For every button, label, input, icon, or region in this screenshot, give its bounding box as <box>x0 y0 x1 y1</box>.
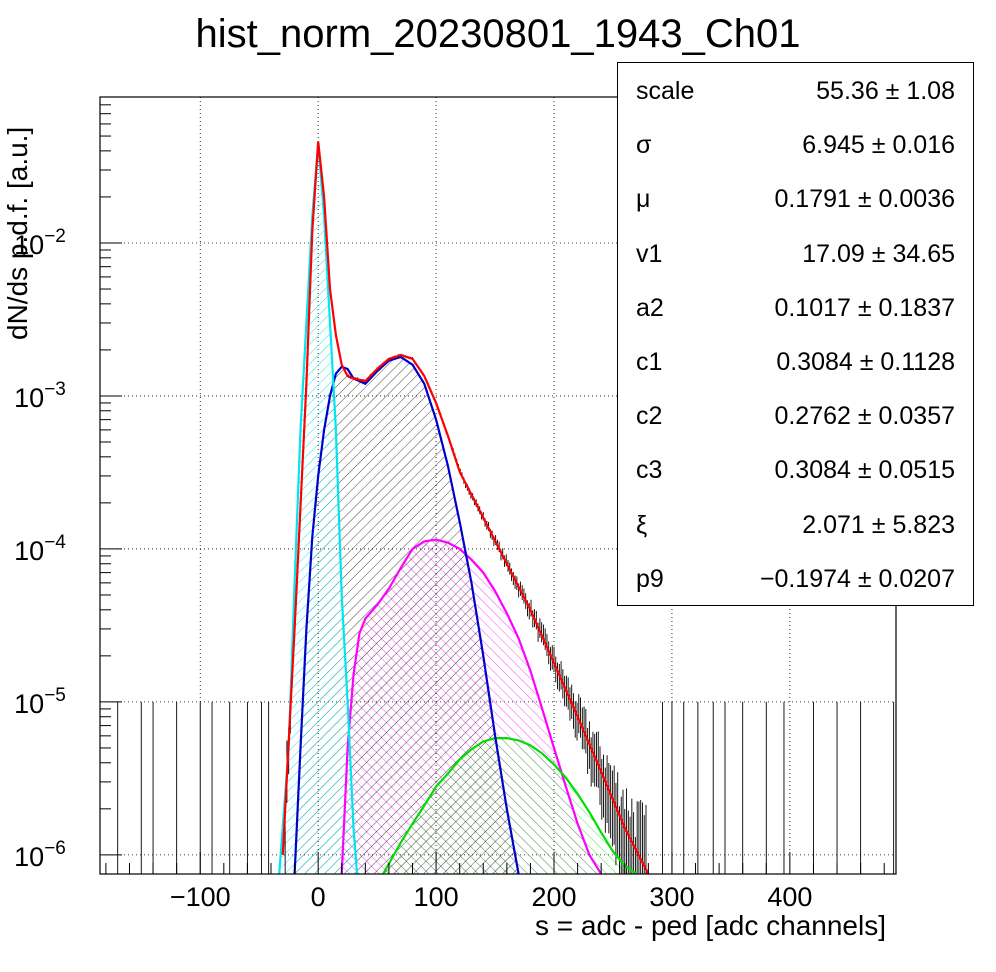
stat-value: 55.36 ± 1.08 <box>816 77 955 105</box>
stat-row: c3 0.3084 ± 0.0515 <box>618 456 973 496</box>
stat-row: p9 −0.1974 ± 0.0207 <box>618 565 973 605</box>
stat-row: ξ 2.071 ± 5.823 <box>618 511 973 551</box>
y-tick-label: 10−5 <box>14 685 66 719</box>
stat-value: 17.09 ± 34.65 <box>802 239 955 268</box>
fit-stats-box: scale 55.36 ± 1.08 σ 6.945 ± 0.016 μ 0.1791 ±… <box>617 62 974 606</box>
second-peak-curve <box>340 538 603 875</box>
stat-row: μ 0.1791 ± 0.0036 <box>618 185 973 225</box>
pedestal-curve-fill <box>279 143 358 875</box>
stat-name: σ <box>636 131 652 160</box>
y-tick-label: 10−4 <box>14 532 66 566</box>
stat-name: a2 <box>636 293 664 322</box>
stat-row: σ 6.945 ± 0.016 <box>618 131 973 171</box>
x-tick-label: 0 <box>311 882 326 912</box>
stat-value: 2.071 ± 5.823 <box>802 510 955 539</box>
x-tick-label: 300 <box>649 882 694 912</box>
stat-name: v1 <box>636 239 663 268</box>
y-tick-label: 10−6 <box>14 838 66 872</box>
stat-name: c2 <box>636 402 663 431</box>
x-axis-label: s = adc - ped [adc channels] <box>535 910 886 941</box>
stat-row: a2 0.1017 ± 0.1837 <box>618 294 973 334</box>
third-peak-curve <box>382 737 638 875</box>
x-tick-label: 200 <box>531 882 576 912</box>
stat-row: c2 0.2762 ± 0.0357 <box>618 402 973 442</box>
stat-value: −0.1974 ± 0.0207 <box>759 564 955 593</box>
stat-value: 0.1017 ± 0.1837 <box>774 293 955 322</box>
y-tick-label: 10−2 <box>14 226 66 260</box>
stat-name: ξ <box>636 510 648 539</box>
chart-title: hist_norm_20230801_1943_Ch01 <box>195 12 801 56</box>
stat-name: μ <box>636 185 651 214</box>
stat-row: c1 0.3084 ± 0.1128 <box>618 348 973 388</box>
stat-value: 0.3084 ± 0.0515 <box>774 456 955 485</box>
stat-value: 0.1791 ± 0.0036 <box>774 185 955 214</box>
stat-name: c1 <box>636 348 663 376</box>
axis-ticks: −100 0 100 200 300 400 10−6 10−5 10−4 10−3 10−2 <box>14 104 885 912</box>
total-fit-curve <box>281 141 650 875</box>
x-tick-label: 100 <box>414 882 459 912</box>
x-tick-label: −100 <box>170 882 231 912</box>
x-tick-label: 400 <box>767 882 812 912</box>
first-peak-curve <box>293 355 520 875</box>
stat-value: 0.2762 ± 0.0357 <box>774 402 955 431</box>
stat-row: scale 55.36 ± 1.08 <box>618 77 973 117</box>
stat-name: p9 <box>636 564 664 593</box>
y-tick-label: 10−3 <box>14 379 66 413</box>
fit-curves <box>278 141 650 875</box>
stat-name: scale <box>636 77 695 105</box>
stat-name: c3 <box>636 456 663 485</box>
stat-value: 0.3084 ± 0.1128 <box>776 348 955 376</box>
stat-value: 6.945 ± 0.016 <box>802 131 955 160</box>
stat-row: v1 17.09 ± 34.65 <box>618 240 973 280</box>
